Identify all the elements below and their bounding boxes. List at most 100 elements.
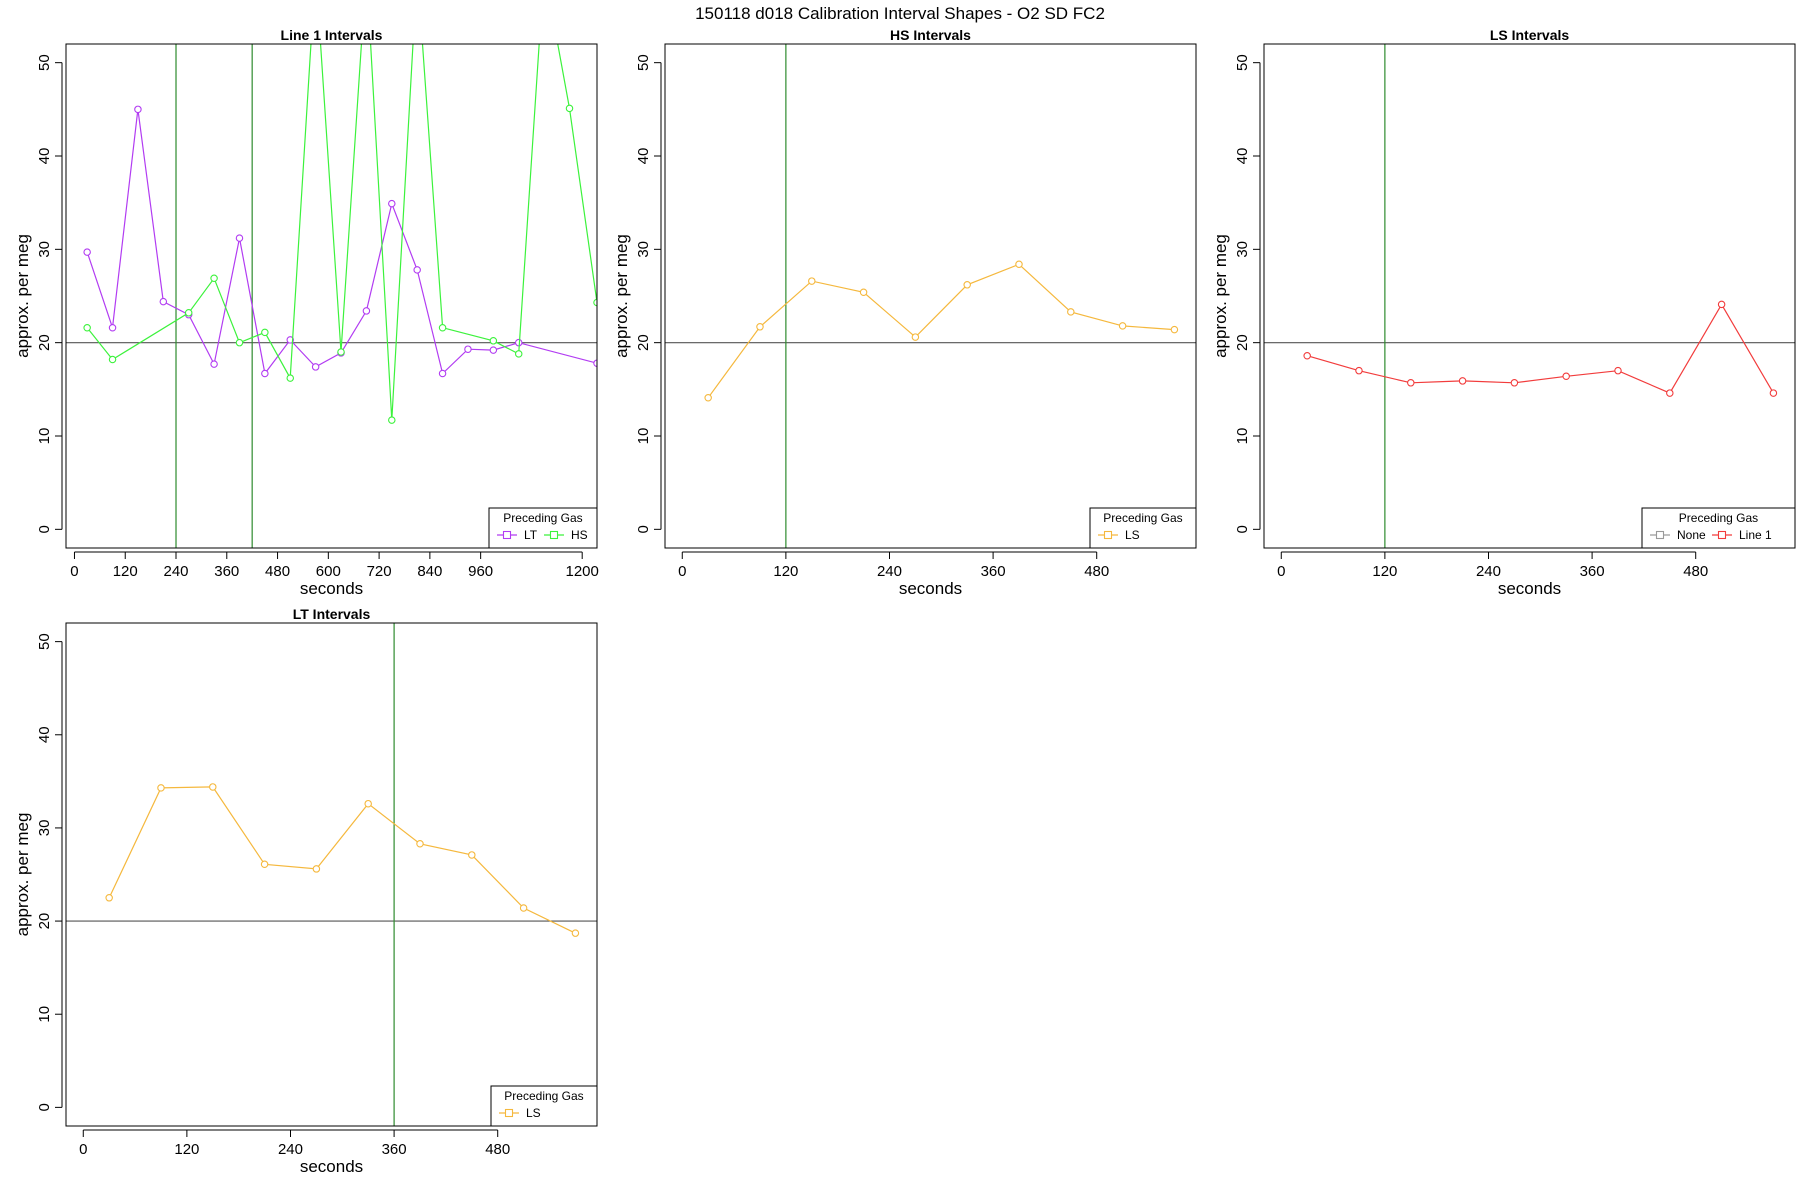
data-point: [1067, 308, 1075, 316]
plot-frame: [65, 43, 598, 549]
legend-swatch-marker: [549, 530, 559, 540]
data-point: [1355, 366, 1363, 375]
x-axis-label: seconds: [300, 1157, 363, 1176]
series-line-hs: [86, 44, 597, 421]
data-point: [1458, 377, 1467, 385]
data-point: [159, 297, 168, 306]
y-tick-label: 50: [36, 54, 53, 71]
legend-entry-label: LS: [1125, 528, 1140, 542]
data-point: [260, 860, 269, 869]
x-tick-label: 480: [265, 563, 290, 580]
data-point: [808, 277, 816, 285]
legend-title: Preceding Gas: [1103, 511, 1182, 525]
y-tick-label: 0: [635, 525, 652, 533]
data-point: [134, 105, 142, 114]
x-tick-label: 120: [1372, 563, 1397, 580]
legend: Preceding Gas LT HS: [488, 507, 598, 549]
data-point: [364, 799, 372, 808]
data-point: [235, 234, 244, 242]
legend-swatch-marker: [1655, 530, 1665, 540]
data-point: [210, 274, 218, 283]
legend-swatch-marker: [502, 530, 512, 540]
data-point: [756, 323, 764, 331]
chart-panel-1: Line 1 Intervals 0 120 240 360 480 600 720 840 96…: [13, 27, 599, 598]
x-axis-label: seconds: [300, 579, 363, 598]
data-point: [1510, 379, 1519, 387]
legend-entry-label: LT: [524, 528, 538, 542]
chart-panel-2: HS Intervals 0 120 240 360 480 seconds 0 10 20 30 4…: [612, 27, 1197, 598]
data-point: [1717, 300, 1726, 309]
x-tick-label: 360: [382, 1141, 407, 1158]
data-point: [704, 393, 712, 402]
data-point: [464, 345, 472, 353]
y-tick-label: 0: [1234, 525, 1251, 533]
data-point: [312, 865, 321, 873]
y-axis-label: approx. per meg: [13, 234, 32, 358]
y-axis-label: approx. per meg: [612, 234, 631, 358]
data-point: [235, 338, 244, 347]
x-tick-label: 360: [1580, 563, 1605, 580]
x-tick-label: 1200: [566, 563, 599, 580]
x-tick-label: 960: [468, 563, 493, 580]
x-tick-label: 480: [485, 1141, 510, 1158]
panel-title: HS Intervals: [890, 27, 971, 43]
x-tick-label: 240: [163, 563, 188, 580]
data-point: [963, 281, 971, 289]
x-axis-label: seconds: [899, 579, 962, 598]
data-point: [1303, 351, 1311, 360]
data-point: [337, 348, 345, 356]
y-tick-label: 30: [36, 820, 53, 837]
legend-title: Preceding Gas: [504, 1089, 583, 1103]
plot-frame: [664, 43, 1197, 549]
x-tick-label: 840: [417, 563, 442, 580]
x-tick-label: 360: [981, 563, 1006, 580]
x-tick-label: 240: [877, 563, 902, 580]
legend-box: [1641, 507, 1796, 549]
legend: Preceding Gas LS: [1089, 507, 1197, 549]
chart-panel-4: LT Intervals 0 120 240 360 480 seconds 0 10 20 30 4…: [13, 606, 598, 1176]
data-point: [859, 288, 868, 297]
data-point: [388, 199, 396, 208]
data-point: [108, 323, 117, 332]
plot-area: [66, 623, 597, 1126]
y-tick-label: 10: [1234, 428, 1251, 445]
legend-entry-label: HS: [571, 528, 588, 542]
legend-box: [488, 507, 598, 549]
data-point: [157, 784, 165, 792]
legend-swatch-marker: [1103, 530, 1113, 540]
data-point: [1666, 389, 1674, 397]
data-point: [83, 323, 91, 332]
legend-title: Preceding Gas: [503, 511, 582, 525]
y-axis-label: approx. per meg: [1211, 234, 1230, 358]
data-point: [1562, 372, 1570, 381]
legend-swatch-marker: [1717, 530, 1727, 540]
x-tick-label: 360: [214, 563, 239, 580]
data-point: [1015, 260, 1023, 269]
data-point: [1769, 389, 1778, 397]
data-point: [1118, 322, 1127, 330]
y-tick-label: 10: [36, 428, 53, 445]
data-point: [286, 336, 294, 344]
y-tick-label: 30: [635, 241, 652, 258]
legend-title: Preceding Gas: [1679, 511, 1758, 525]
data-point: [261, 328, 269, 337]
y-tick-label: 0: [36, 1103, 53, 1111]
y-tick-label: 50: [635, 54, 652, 71]
series-line-ls: [707, 263, 1175, 399]
x-tick-label: 120: [113, 563, 138, 580]
x-tick-label: 120: [174, 1141, 199, 1158]
data-point: [311, 363, 320, 371]
legend-box: [490, 1085, 598, 1127]
data-point: [83, 248, 91, 256]
data-point: [514, 350, 523, 358]
x-tick-label: 480: [1683, 563, 1708, 580]
data-point: [1614, 366, 1622, 375]
x-tick-label: 240: [1476, 563, 1501, 580]
data-point: [565, 104, 574, 113]
y-tick-label: 0: [36, 525, 53, 533]
data-point: [1170, 325, 1179, 334]
y-tick-label: 40: [635, 148, 652, 165]
data-point: [413, 266, 421, 274]
data-point: [1407, 379, 1415, 387]
